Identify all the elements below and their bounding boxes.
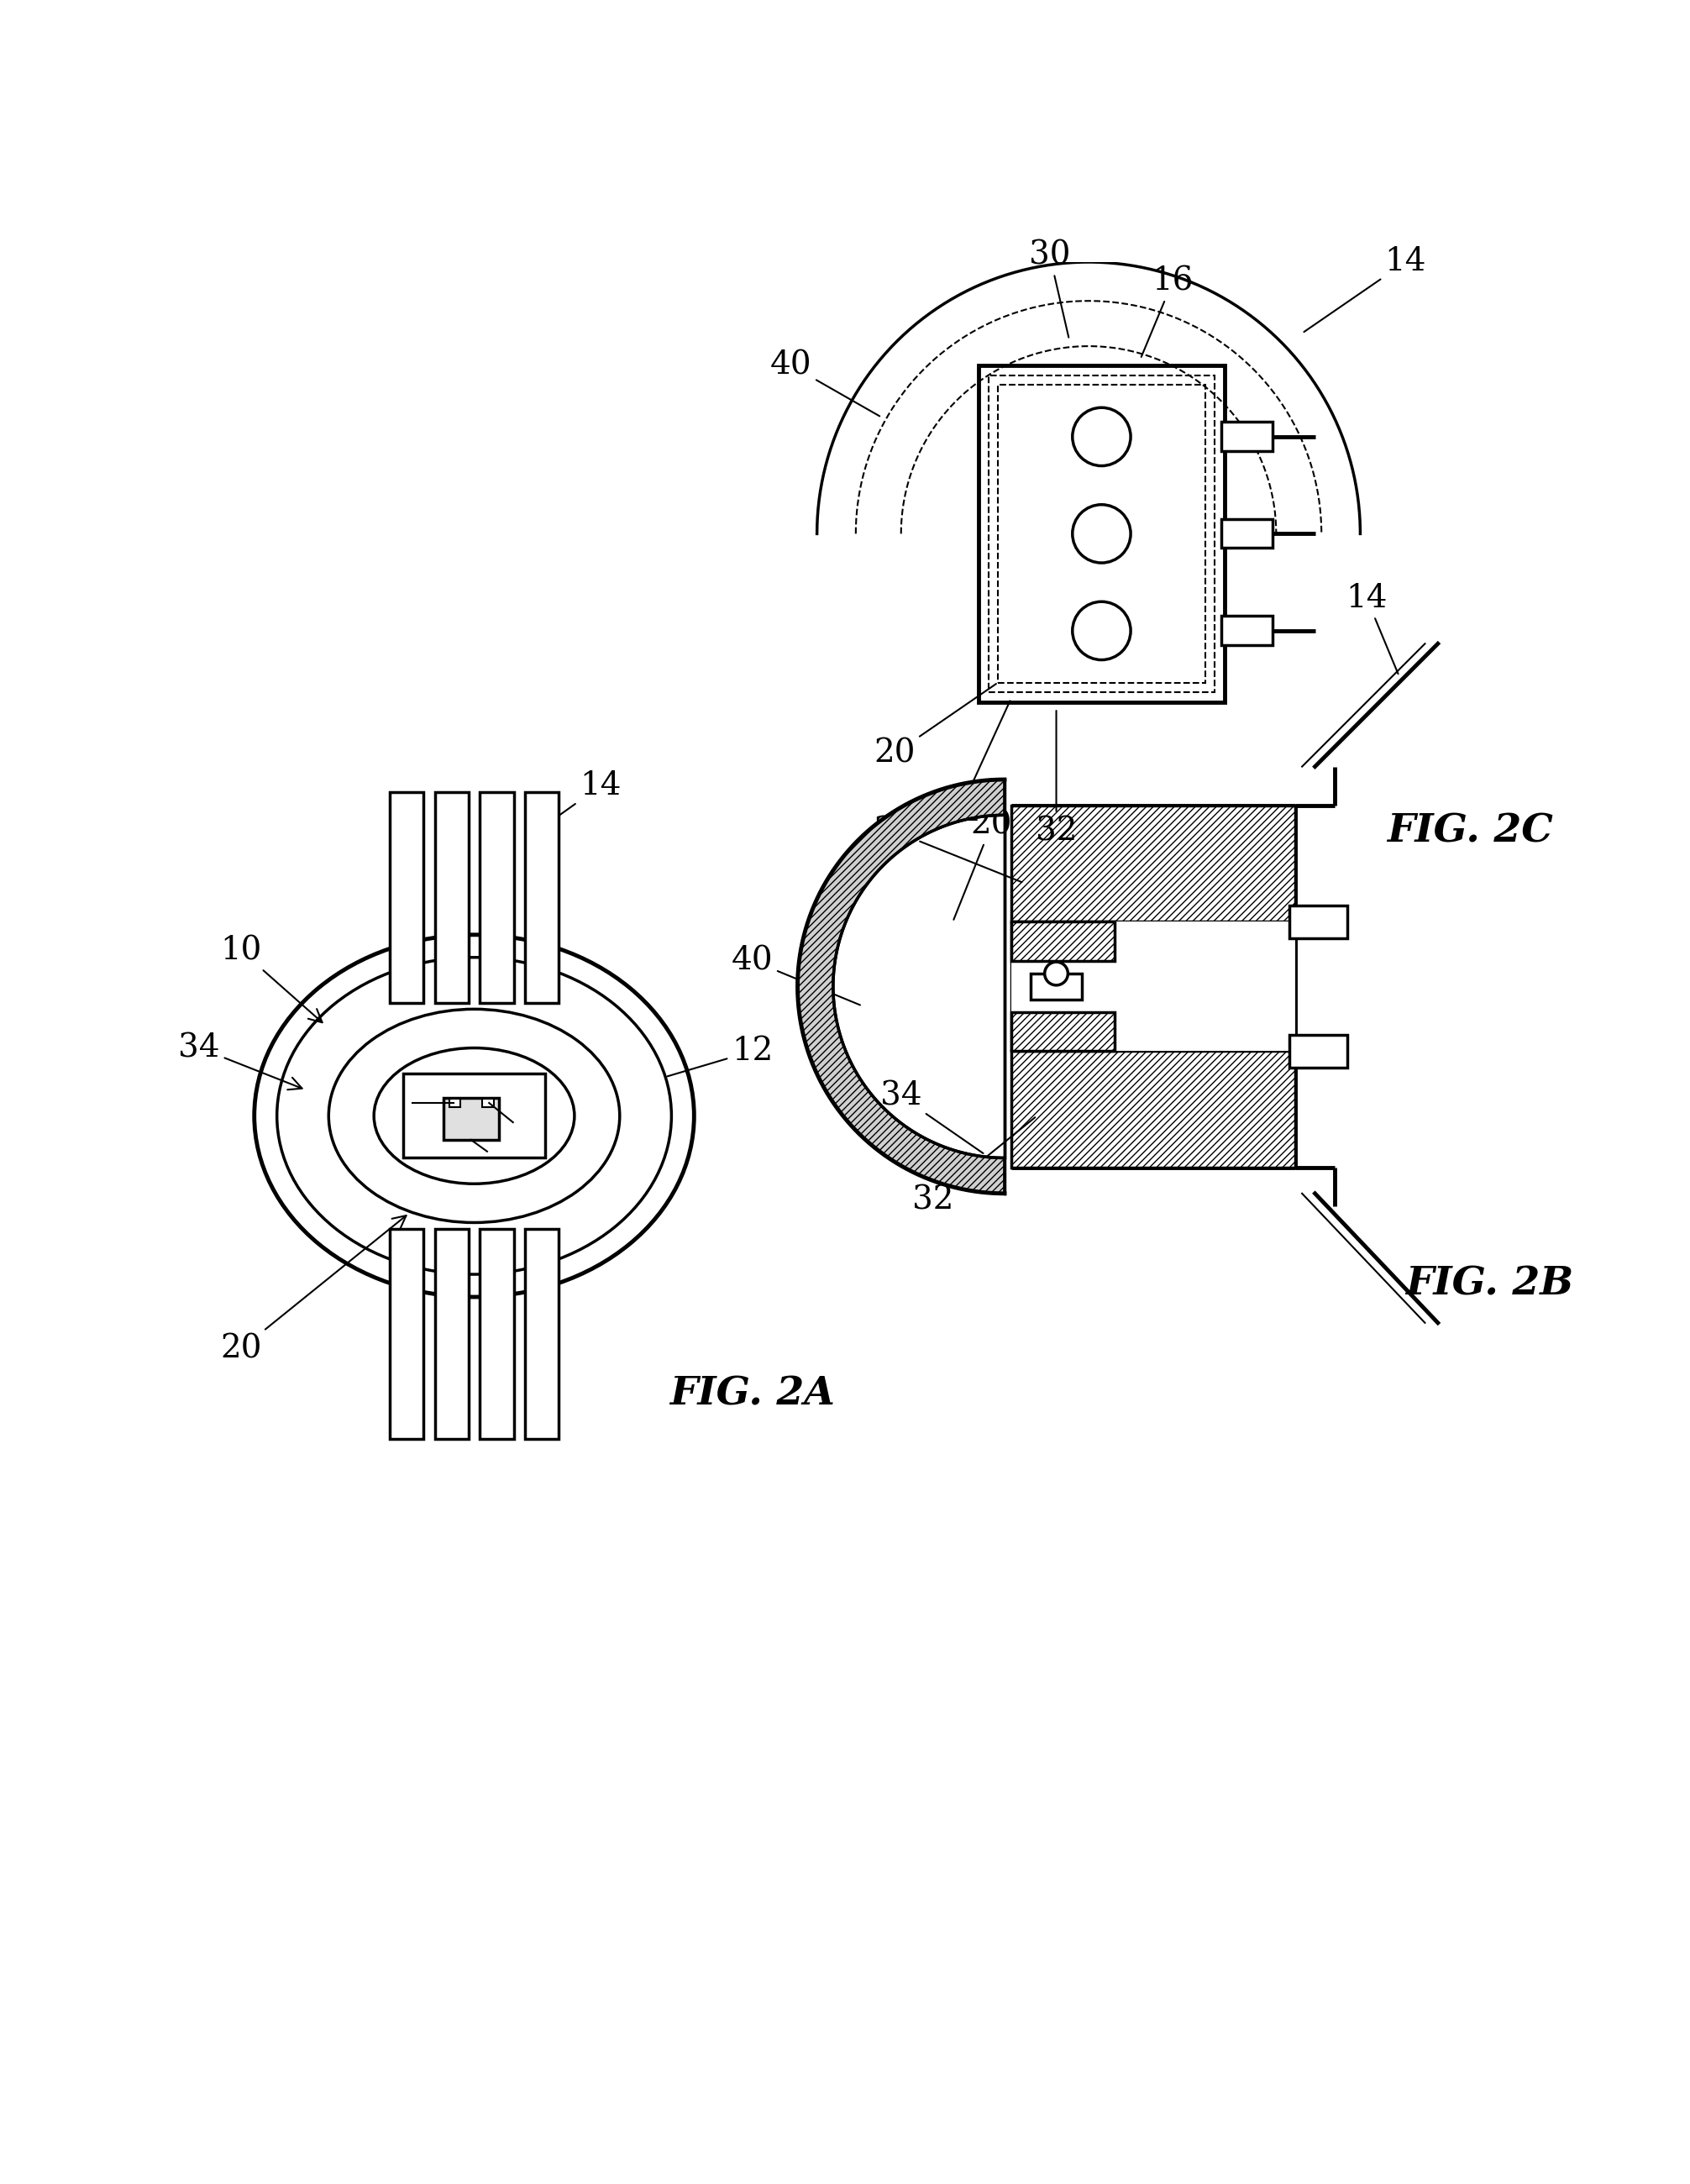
Text: 30: 30 [874, 815, 1022, 882]
Text: FIG. 2A: FIG. 2A [669, 1374, 835, 1413]
Bar [482, 1099, 493, 1107]
Ellipse shape [373, 1048, 575, 1184]
Bar [1289, 1035, 1347, 1068]
Ellipse shape [328, 1009, 620, 1223]
Bar [434, 793, 468, 1002]
Text: 12: 12 [668, 1035, 772, 1077]
Circle shape [1073, 601, 1131, 660]
Bar [1011, 922, 1114, 961]
Text: 20: 20 [221, 1216, 406, 1365]
Bar [1031, 974, 1082, 1000]
Text: 40: 40 [771, 349, 879, 417]
Ellipse shape [254, 935, 695, 1297]
Bar [1011, 922, 1296, 1051]
Ellipse shape [277, 957, 671, 1273]
Bar [402, 1075, 546, 1158]
Bar [480, 1230, 514, 1439]
Text: 40: 40 [732, 946, 860, 1005]
Bar [526, 1230, 559, 1439]
Bar [1011, 1013, 1114, 1051]
Text: 14: 14 [1345, 583, 1398, 675]
Text: 30: 30 [1029, 240, 1070, 336]
Bar [434, 1230, 468, 1439]
Bar [979, 365, 1225, 701]
Circle shape [1073, 408, 1131, 465]
Bar [1011, 806, 1296, 922]
Text: FIG. 2C: FIG. 2C [1387, 812, 1553, 850]
Polygon shape [798, 780, 1004, 1192]
Bar [999, 384, 1205, 681]
Circle shape [1073, 505, 1131, 563]
Bar [389, 793, 422, 1002]
Bar [1222, 616, 1273, 644]
Bar [480, 793, 514, 1002]
Text: 34: 34 [880, 1081, 984, 1153]
Text: 16: 16 [1141, 266, 1193, 356]
Bar [526, 793, 559, 1002]
Text: 20: 20 [953, 810, 1012, 919]
Bar [1222, 520, 1273, 548]
Circle shape [1044, 961, 1068, 985]
Text: 10: 10 [221, 935, 323, 1022]
Text: 34: 34 [938, 701, 1011, 828]
Bar [444, 1099, 499, 1140]
Text: 20: 20 [874, 684, 995, 769]
Bar [1222, 422, 1273, 450]
Text: 34: 34 [179, 1033, 303, 1090]
Bar [989, 376, 1215, 692]
Text: 14: 14 [534, 771, 622, 832]
Bar [1011, 1051, 1296, 1168]
Bar [450, 1099, 461, 1107]
Text: 14: 14 [1305, 247, 1426, 332]
Text: 32: 32 [1036, 710, 1077, 847]
Text: 32: 32 [913, 1118, 1034, 1216]
Bar [1289, 906, 1347, 937]
Text: FIG. 2B: FIG. 2B [1406, 1265, 1573, 1304]
Bar [389, 1230, 422, 1439]
